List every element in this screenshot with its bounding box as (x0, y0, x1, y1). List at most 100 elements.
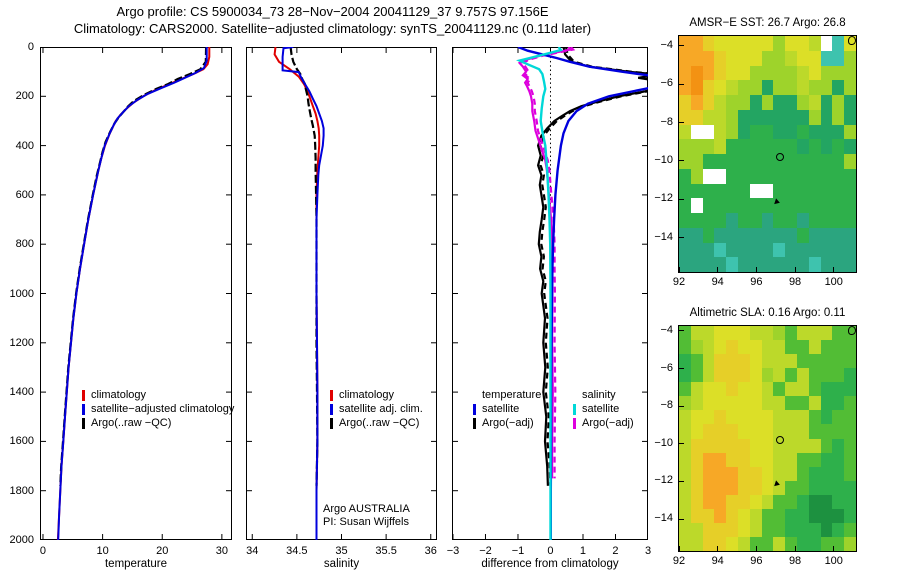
x-tick-label: 2 (612, 545, 619, 557)
argo-position-marker (775, 436, 784, 444)
difference-axis-label: difference from climatology (481, 558, 619, 570)
satellite-adjusted-climatology-line (281, 47, 325, 540)
temp-argo-minus-clim-line (536, 47, 648, 486)
argo-position-marker (775, 153, 784, 162)
x-tick-label: 30 (215, 545, 228, 557)
lat-tick-label: −6 (660, 361, 673, 374)
depth-tick-label: 1400 (9, 386, 34, 399)
difference-panel: temperature satellite Argo(−adj) salinit… (447, 47, 651, 557)
legend-label: climatology (91, 389, 147, 401)
legend-item-satellite-adjusted: satellite−adjusted climatology (82, 402, 234, 416)
legend-label: Argo(−adj) (582, 417, 634, 429)
depth-tick-label: 600 (15, 188, 34, 201)
x-tick-label: −2 (479, 545, 492, 557)
amsre-sst-heatmap-grid (679, 36, 856, 272)
depth-tick-label: 1600 (9, 435, 34, 448)
legend-item-argo: Argo(..raw −QC) (82, 416, 234, 430)
legend-item-argo-adj: Argo(−adj) (573, 416, 634, 430)
difference-plot (452, 47, 648, 540)
legend-item-satellite: satellite (573, 402, 634, 416)
x-tick-label: 3 (644, 545, 652, 557)
argo-line-swatch (82, 417, 85, 429)
x-tick-label: 0 (39, 545, 47, 557)
lon-tick-label: 98 (788, 276, 802, 288)
legend-label: satellite (482, 403, 520, 415)
lat-tick-label: −12 (654, 474, 673, 487)
depth-tick-label: 200 (15, 90, 34, 103)
lat-tick-label: −14 (654, 512, 673, 525)
lat-tick-label: −8 (660, 115, 673, 128)
lon-tick-label: 92 (672, 276, 686, 288)
lat-tick-label: −14 (654, 230, 673, 243)
climatology-line (56, 47, 211, 540)
satellite-line-swatch (82, 403, 85, 415)
legend-group-header: temperature (473, 388, 541, 402)
climatology-line-swatch (82, 389, 85, 401)
legend-header: temperature (482, 389, 542, 401)
legend-label: Argo(..raw −QC) (91, 417, 172, 429)
legend-item-satellite-adjusted: satellite adj. clim. (330, 402, 423, 416)
lon-tick-label: 92 (672, 555, 686, 567)
salinity-panel: climatology satellite adj. clim. Argo(..… (246, 47, 437, 557)
argo-raw-qc-line (289, 47, 319, 486)
x-tick-label: 0 (547, 545, 554, 557)
annotation-line1: Argo AUSTRALIA (323, 503, 410, 515)
lon-tick-label: 100 (824, 276, 843, 288)
legend-label: Argo(..raw −QC) (339, 417, 420, 429)
depth-tick-label: 0 (27, 41, 34, 53)
figure-title-line2: Climatology: CARS2000. Satellite−adjuste… (73, 21, 592, 36)
spacer (573, 390, 576, 401)
lat-tick-label: −12 (654, 192, 673, 205)
lat-tick-label: −8 (660, 399, 673, 412)
lon-tick-label: 98 (788, 555, 802, 567)
salinity-axis-label: salinity (323, 558, 360, 570)
depth-tick-label: 2000 (9, 534, 34, 546)
sst-map: 92 94 96 98 100 −4 −6 −8 −10 −12 −14 (654, 35, 857, 288)
temperature-plot (40, 47, 232, 540)
lat-tick-label: −10 (654, 153, 673, 166)
x-tick-label: 34 (246, 545, 259, 557)
temperature-axis-label: temperature (104, 558, 167, 570)
legend-header: salinity (582, 389, 616, 401)
satellite-adjusted-climatology-line (57, 47, 208, 540)
legend-item-satellite: satellite (473, 402, 541, 416)
salinity-legend: climatology satellite adj. clim. Argo(..… (330, 388, 423, 430)
argo-line-swatch (473, 417, 476, 429)
float-trajectory-icon (848, 326, 856, 335)
x-tick-label: −3 (446, 545, 460, 557)
lat-tick-label: −6 (660, 77, 673, 90)
sal-satellite-minus-clim-line (515, 47, 563, 540)
temp-satellite-minus-clim-line (517, 47, 648, 540)
climatology-line-swatch (330, 389, 333, 401)
satellite-line-swatch (573, 403, 576, 415)
spacer (473, 390, 476, 401)
satellite-line-swatch (473, 403, 476, 415)
depth-tick-label: 1800 (9, 484, 34, 497)
argo-line-swatch (330, 417, 333, 429)
lon-tick-label: 96 (750, 276, 763, 288)
figure-title-line1: Argo profile: CS 5900034_73 28−Nov−2004 … (116, 4, 549, 19)
x-tick-label: 35 (335, 545, 348, 557)
legend-label: satellite (582, 403, 620, 415)
temperature-legend: climatology satellite−adjusted climatolo… (82, 388, 234, 430)
depth-tick-label: 1200 (9, 336, 34, 349)
salinity-plot (246, 47, 437, 540)
legend-label: satellite adj. clim. (339, 403, 423, 415)
x-tick-label: 10 (96, 545, 109, 557)
depth-tick-label: 1000 (9, 287, 34, 300)
sla-map-title: Altimetric SLA: 0.16 Argo: 0.11 (689, 307, 846, 319)
lat-tick-label: −10 (654, 436, 673, 449)
legend-label: satellite−adjusted climatology (91, 403, 235, 415)
sst-map-title: AMSR−E SST: 26.7 Argo: 26.8 (689, 17, 846, 29)
temperature-panel: climatology satellite−adjusted climatolo… (10, 41, 235, 557)
legend-group-header: salinity (573, 388, 634, 402)
x-tick-label: 36 (424, 545, 437, 557)
legend-label: Argo(−adj) (482, 417, 534, 429)
lon-tick-label: 96 (750, 555, 763, 567)
lat-tick-label: −4 (660, 323, 673, 336)
x-tick-label: 20 (156, 545, 169, 557)
legend-item-climatology: climatology (82, 388, 234, 402)
satellite-line-swatch (330, 403, 333, 415)
lon-tick-label: 100 (824, 555, 843, 567)
